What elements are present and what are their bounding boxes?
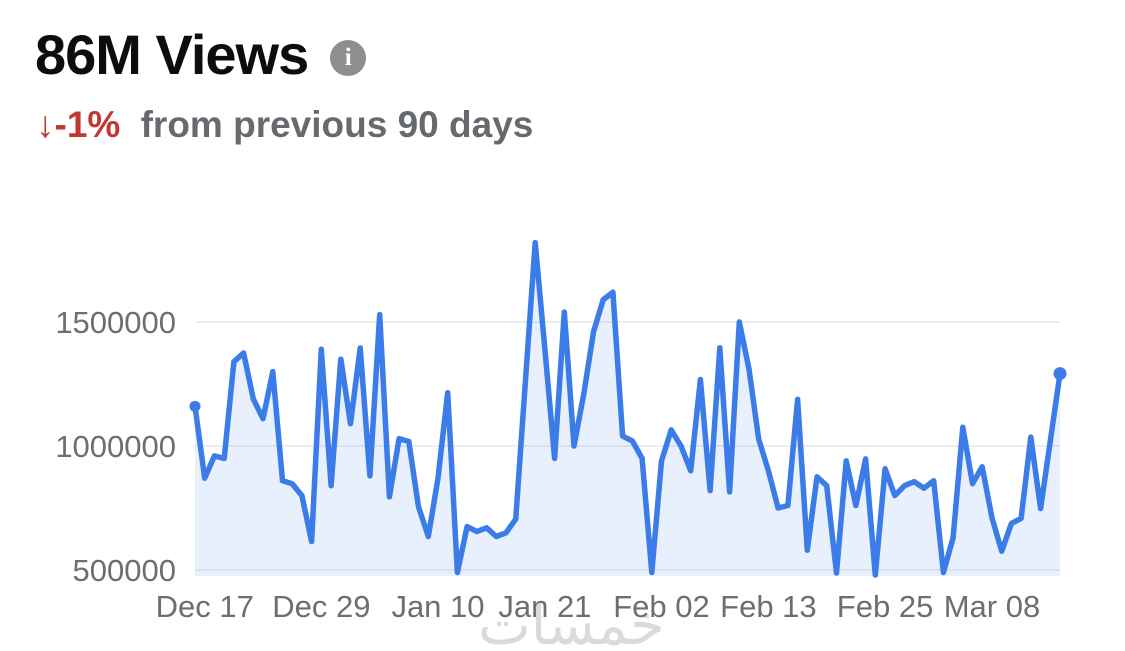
trend-delta: ↓-1% bbox=[36, 104, 120, 145]
info-icon[interactable]: i bbox=[330, 39, 367, 76]
x-axis-label: Jan 21 bbox=[498, 589, 591, 624]
trend-summary: ↓-1% from previous 90 days bbox=[36, 104, 533, 146]
x-axis-label: Jan 10 bbox=[391, 589, 484, 624]
x-axis-label: Feb 13 bbox=[720, 589, 817, 624]
info-icon-glyph: i bbox=[344, 44, 352, 72]
x-axis-label: Dec 29 bbox=[272, 589, 370, 624]
header: 86M Views i bbox=[35, 23, 367, 86]
x-axis-label: Mar 08 bbox=[944, 589, 1040, 624]
y-axis-label: 500000 bbox=[73, 553, 176, 588]
chart-line bbox=[192, 239, 1063, 578]
trend-description: from previous 90 days bbox=[140, 104, 534, 145]
x-axis-label: Feb 25 bbox=[837, 589, 934, 624]
x-axis-label: Feb 02 bbox=[613, 589, 710, 624]
trend-delta-value: -1% bbox=[54, 104, 121, 145]
down-arrow-icon: ↓ bbox=[36, 104, 55, 145]
chart-start-dot bbox=[189, 400, 201, 412]
watermark: خمسات bbox=[478, 593, 665, 651]
x-axis-label: Dec 17 bbox=[156, 589, 254, 624]
metric-title: 86M Views bbox=[35, 23, 309, 86]
y-axis-label: 1500000 bbox=[55, 305, 176, 340]
chart-end-dot bbox=[1053, 367, 1067, 381]
y-axis-label: 1000000 bbox=[55, 429, 176, 464]
